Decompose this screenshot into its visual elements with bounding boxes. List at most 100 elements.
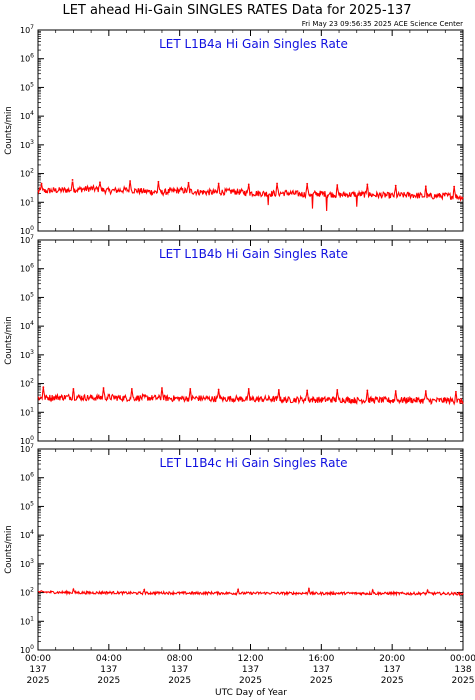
x-tick-day: 137 bbox=[384, 665, 401, 675]
spike-point bbox=[277, 389, 280, 391]
y-tick-label: 107 bbox=[20, 443, 34, 454]
y-tick-label: 106 bbox=[20, 263, 34, 274]
spike-point bbox=[371, 589, 374, 591]
y-tick-label: 107 bbox=[20, 24, 34, 35]
series-line bbox=[37, 586, 464, 597]
x-tick-day: 138 bbox=[454, 665, 471, 675]
x-axis-label: UTC Day of Year bbox=[215, 688, 287, 698]
spike-point bbox=[237, 588, 240, 591]
x-tick-time: 08:00 bbox=[167, 654, 193, 664]
spike-point bbox=[157, 180, 160, 183]
y-tick-label: 103 bbox=[20, 349, 34, 360]
spike-point bbox=[424, 390, 427, 392]
spike-point bbox=[42, 386, 45, 389]
spike-point bbox=[394, 390, 397, 392]
generation-timestamp: Fri May 23 09:56:35 2025 ACE Science Cen… bbox=[302, 20, 463, 28]
spike-point bbox=[40, 182, 43, 185]
spike-point bbox=[366, 389, 369, 392]
panel-1: 100 101 102 103 104 105 106 107 Counts/min LET L1… bbox=[4, 24, 464, 236]
spike-point bbox=[306, 389, 309, 392]
y-tick-label: 105 bbox=[20, 500, 34, 511]
y-tick-label: 102 bbox=[20, 168, 34, 179]
x-tick-day: 137 bbox=[171, 665, 188, 675]
y-tick-label: 106 bbox=[20, 472, 34, 483]
x-tick-time: 00:00 bbox=[25, 654, 51, 664]
panel-title: LET L1B4b Hi Gain Singles Rate bbox=[159, 247, 348, 261]
series-line bbox=[37, 387, 464, 406]
panel-3: 100 101 102 103 104 105 106 107 Counts/min LET L1… bbox=[4, 443, 464, 655]
y-axis-label: Counts/min bbox=[4, 316, 14, 365]
y-tick-label: 101 bbox=[20, 196, 34, 207]
y-tick-label: 107 bbox=[20, 234, 34, 245]
plot-frame bbox=[37, 239, 464, 442]
spike-point bbox=[394, 184, 397, 187]
spike-point bbox=[247, 183, 250, 186]
x-tick-year: 2025 bbox=[452, 676, 475, 686]
figure-title: LET ahead Hi-Gain SINGLES RATES Data for… bbox=[62, 3, 411, 18]
y-tick-label: 103 bbox=[20, 139, 34, 150]
plot-frame bbox=[37, 29, 464, 232]
x-tick-year: 2025 bbox=[310, 676, 333, 686]
y-tick-label: 101 bbox=[20, 406, 34, 417]
spike-point bbox=[71, 179, 74, 181]
spike-point bbox=[161, 387, 163, 389]
x-tick-time: 12:00 bbox=[238, 654, 264, 664]
spike-point bbox=[189, 388, 192, 390]
panel-title: LET L1B4a Hi Gain Singles Rate bbox=[159, 37, 348, 51]
x-tick-time: 20:00 bbox=[379, 654, 405, 664]
plot-frame bbox=[37, 448, 464, 651]
spike-point bbox=[130, 388, 133, 390]
y-tick-label: 106 bbox=[20, 53, 34, 64]
spike-point bbox=[426, 589, 429, 592]
y-tick-label: 100 bbox=[20, 644, 34, 655]
x-tick-time: 00:00 bbox=[450, 654, 475, 664]
spike-point bbox=[424, 185, 427, 188]
y-tick-label: 104 bbox=[20, 320, 34, 331]
x-tick-day: 137 bbox=[100, 665, 117, 675]
spike-point bbox=[143, 588, 146, 591]
spike-point bbox=[102, 387, 105, 389]
y-axis-label: Counts/min bbox=[4, 525, 14, 574]
spike-point bbox=[336, 184, 339, 186]
panel-title: LET L1B4c Hi Gain Singles Rate bbox=[159, 456, 347, 470]
y-tick-label: 104 bbox=[20, 110, 34, 121]
spike-point bbox=[187, 181, 190, 184]
spike-point bbox=[366, 183, 369, 186]
spike-point bbox=[306, 182, 309, 185]
x-tick-year: 2025 bbox=[381, 676, 404, 686]
spike-point bbox=[129, 180, 131, 182]
x-tick-year: 2025 bbox=[27, 676, 50, 686]
spike-point bbox=[72, 388, 75, 390]
spike-point bbox=[276, 182, 278, 185]
y-tick-label: 102 bbox=[20, 378, 34, 389]
y-tick-label: 100 bbox=[20, 225, 34, 236]
spike-point bbox=[217, 388, 220, 391]
x-tick-year: 2025 bbox=[168, 676, 191, 686]
y-tick-label: 105 bbox=[20, 81, 34, 92]
x-axis: 00:00137202504:00137202508:00137202512:0… bbox=[25, 654, 475, 686]
y-tick-label: 100 bbox=[20, 435, 34, 446]
spike-point bbox=[336, 389, 339, 391]
spike-point bbox=[99, 181, 101, 184]
x-tick-day: 137 bbox=[242, 665, 259, 675]
y-axis-label: Counts/min bbox=[4, 106, 14, 155]
spike-point bbox=[217, 182, 220, 185]
y-tick-label: 102 bbox=[20, 587, 34, 598]
x-tick-day: 137 bbox=[29, 665, 46, 675]
y-tick-label: 105 bbox=[20, 291, 34, 302]
spike-point bbox=[455, 390, 457, 393]
x-tick-day: 137 bbox=[313, 665, 330, 675]
spike-point bbox=[72, 588, 75, 591]
panels: 100 101 102 103 104 105 106 107 Counts/min LET L1… bbox=[4, 24, 464, 655]
y-tick-label: 104 bbox=[20, 529, 34, 540]
y-tick-label: 101 bbox=[20, 615, 34, 626]
spike-point bbox=[453, 185, 456, 188]
series-line bbox=[37, 180, 464, 211]
x-tick-time: 04:00 bbox=[96, 654, 122, 664]
x-tick-time: 16:00 bbox=[308, 654, 334, 664]
panel-2: 100 101 102 103 104 105 106 107 Counts/min LET L1… bbox=[4, 234, 464, 446]
x-tick-year: 2025 bbox=[239, 676, 262, 686]
spike-point bbox=[247, 388, 250, 390]
x-tick-year: 2025 bbox=[97, 676, 120, 686]
